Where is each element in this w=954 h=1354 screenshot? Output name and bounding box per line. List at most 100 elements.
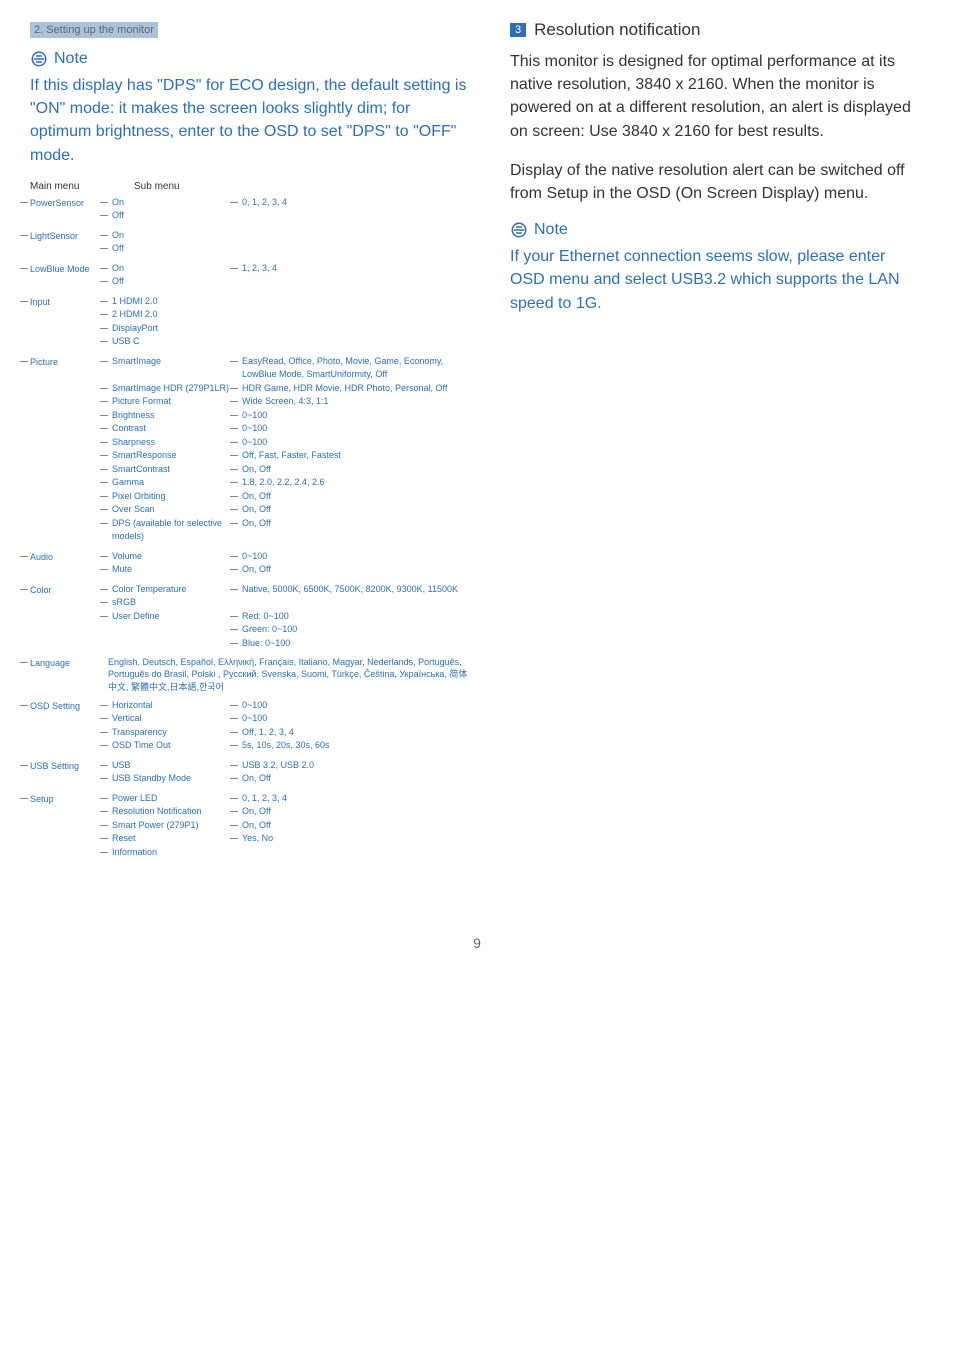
menu-main (30, 739, 108, 741)
page-number: 9 (0, 935, 954, 951)
menu-main (30, 308, 108, 310)
menu-sub: Picture Format (108, 395, 238, 409)
menu-main (30, 395, 108, 397)
menu-sub: Contrast (108, 422, 238, 436)
menu-value: 1, 2, 3, 4 (238, 262, 470, 276)
menu-main: OSD Setting (30, 699, 108, 711)
menu-sub: OSD Time Out (108, 739, 238, 753)
menu-sub: USB Standby Mode (108, 772, 238, 786)
menu-sub: SmartContrast (108, 463, 238, 477)
menu-sub: Color Temperature (108, 583, 238, 597)
menu-sub: Information (108, 846, 238, 860)
menu-sub: DPS (available for selective models) (108, 517, 238, 544)
menu-value: HDR Game, HDR Movie, HDR Photo, Personal… (238, 382, 470, 396)
section-title: Resolution notification (534, 20, 700, 40)
menu-main (30, 449, 108, 451)
menu-main (30, 819, 108, 821)
menu-value: On, Off (238, 490, 470, 504)
menu-sub: Transparency (108, 726, 238, 740)
menu-value: Wide Screen, 4:3, 1:1 (238, 395, 470, 409)
section-number-badge: 3 (510, 23, 526, 37)
menu-main (30, 832, 108, 834)
menu-sub: User Define (108, 610, 238, 624)
menu-value: Blue: 0~100 (238, 637, 470, 651)
menu-sub: Smart Power (279P1) (108, 819, 238, 833)
menu-sub: On (108, 262, 238, 276)
menu-main: Setup (30, 792, 108, 804)
menu-main (30, 242, 108, 244)
menu-main (30, 275, 108, 277)
menu-language-list: English, Deutsch, Español, Ελληνική, Fra… (108, 656, 470, 692)
menu-value: 1.8, 2.0, 2.2, 2.4, 2.6 (238, 476, 470, 490)
menu-value: 0~100 (238, 422, 470, 436)
menu-value: Off, 1, 2, 3, 4 (238, 726, 470, 740)
menu-main: USB Setting (30, 759, 108, 771)
menu-main (30, 409, 108, 411)
menu-value: 0, 1, 2, 3, 4 (238, 792, 470, 806)
note-label: Note (54, 50, 88, 68)
menu-main (30, 382, 108, 384)
menu-sub: On (108, 196, 238, 210)
menu-main (30, 322, 108, 324)
menu-main (30, 463, 108, 465)
menu-sub: SmartImage HDR (279P1LR) (108, 382, 238, 396)
menu-sub: USB C (108, 335, 238, 349)
menu-value: On, Off (238, 772, 470, 786)
menu-sub: SmartResponse (108, 449, 238, 463)
menu-sub: sRGB (108, 596, 238, 610)
header-main: Main menu (30, 181, 108, 192)
menu-value: On, Off (238, 805, 470, 819)
menu-value: 0~100 (238, 550, 470, 564)
menu-sub: Off (108, 275, 238, 289)
paragraph: Display of the native resolution alert c… (510, 159, 924, 205)
menu-sub: Over Scan (108, 503, 238, 517)
header-sub: Sub menu (134, 181, 180, 192)
menu-value: USB 3.2, USB 2.0 (238, 759, 470, 773)
menu-value: Yes, No (238, 832, 470, 846)
osd-menu-tree: Main menu Sub menu PowerSensorOn0, 1, 2,… (30, 181, 470, 859)
menu-main: Input (30, 295, 108, 307)
menu-value: Red: 0~100 (238, 610, 470, 624)
menu-main (30, 712, 108, 714)
menu-value: On, Off (238, 563, 470, 577)
menu-main: PowerSensor (30, 196, 108, 208)
menu-sub: SmartImage (108, 355, 238, 369)
menu-main: Color (30, 583, 108, 595)
menu-main (30, 209, 108, 211)
menu-sub: 1 HDMI 2.0 (108, 295, 238, 309)
menu-main (30, 596, 108, 598)
menu-sub: Pixel Orbiting (108, 490, 238, 504)
menu-value: EasyRead, Office, Photo, Movie, Game, Ec… (238, 355, 470, 382)
menu-main (30, 623, 108, 625)
menu-value: 0~100 (238, 712, 470, 726)
note-body: If your Ethernet connection seems slow, … (510, 245, 924, 315)
menu-main: Language (30, 656, 108, 668)
menu-sub: Horizontal (108, 699, 238, 713)
menu-value: 0~100 (238, 436, 470, 450)
note-label: Note (534, 221, 568, 239)
breadcrumb: 2. Setting up the monitor (30, 22, 158, 38)
note-icon (30, 50, 48, 68)
menu-main: LightSensor (30, 229, 108, 241)
menu-sub: Power LED (108, 792, 238, 806)
menu-sub: Off (108, 209, 238, 223)
menu-sub: 2 HDMI 2.0 (108, 308, 238, 322)
menu-value: On, Off (238, 517, 470, 531)
menu-value: 0, 1, 2, 3, 4 (238, 196, 470, 210)
menu-value: On, Off (238, 819, 470, 833)
menu-value: On, Off (238, 463, 470, 477)
section-heading: 3 Resolution notification (510, 20, 924, 40)
menu-main (30, 563, 108, 565)
menu-value: 5s, 10s, 20s, 30s, 60s (238, 739, 470, 753)
menu-sub: Mute (108, 563, 238, 577)
menu-value: Green: 0~100 (238, 623, 470, 637)
note-heading: Note (510, 221, 924, 239)
menu-main (30, 476, 108, 478)
menu-main (30, 335, 108, 337)
menu-sub: Vertical (108, 712, 238, 726)
menu-main (30, 726, 108, 728)
menu-sub: USB (108, 759, 238, 773)
menu-main: Picture (30, 355, 108, 367)
menu-main (30, 517, 108, 519)
menu-main (30, 772, 108, 774)
